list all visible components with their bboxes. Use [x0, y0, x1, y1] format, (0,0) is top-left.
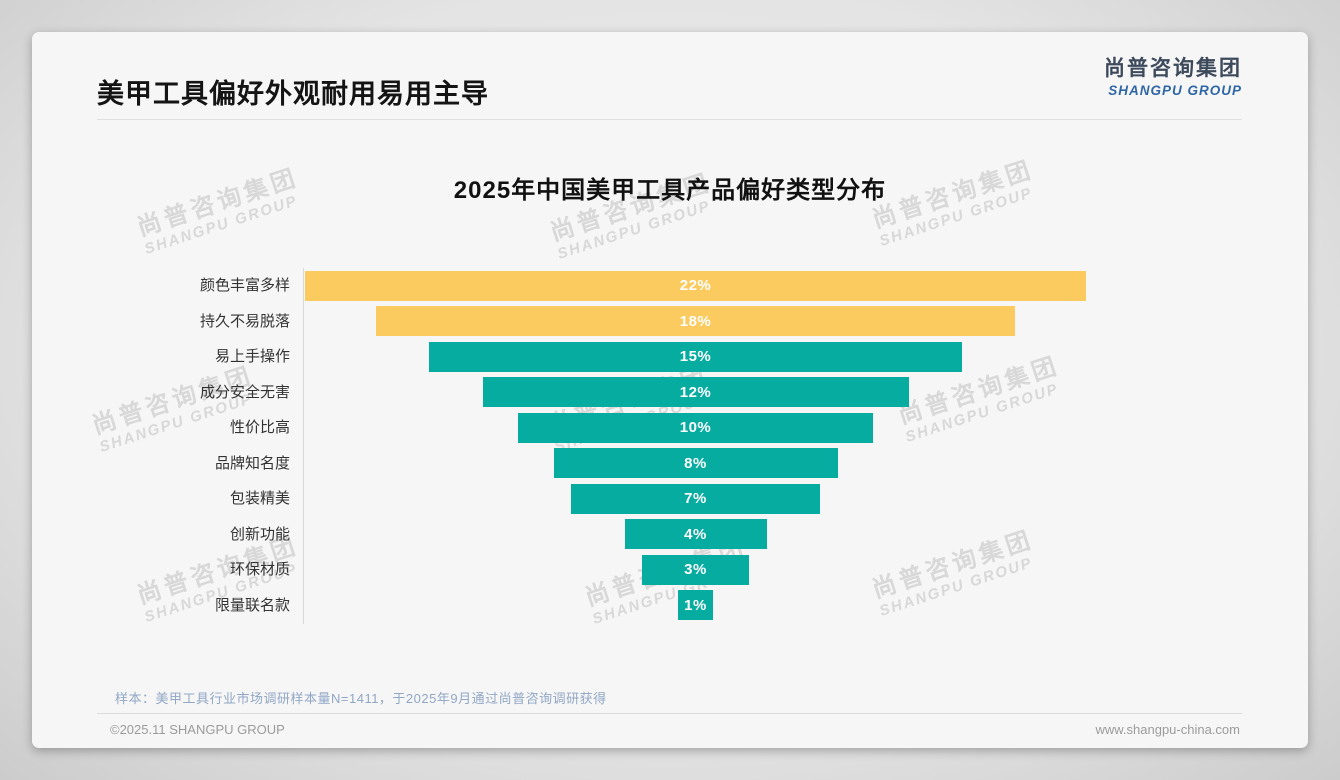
funnel-row: 颜色丰富多样 22%	[32, 268, 1308, 304]
website-url: www.shangpu-china.com	[1095, 722, 1240, 737]
category-label: 性价比高	[229, 419, 290, 436]
bar-value-label: 18%	[679, 312, 712, 330]
chart-title: 2025年中国美甲工具产品偏好类型分布	[453, 177, 887, 204]
funnel-bar: 3%	[642, 554, 749, 585]
funnel-row: 限量联名款 1%	[32, 588, 1308, 624]
funnel-bar: 10%	[518, 412, 873, 443]
bar-value-label: 12%	[679, 383, 712, 401]
bar-value-label: 22%	[679, 277, 712, 294]
slide-card: 尚普咨询集团 SHANGPU GROUP 尚普咨询集团 SHANGPU GROU…	[32, 32, 1308, 748]
bar-value-label: 10%	[679, 419, 712, 436]
page-title: 美甲工具偏好外观耐用易用主导	[97, 79, 489, 109]
copyright-text: ©2025.11 SHANGPU GROUP	[110, 722, 285, 737]
category-label: 环保材质	[229, 561, 290, 578]
header-divider	[97, 119, 1242, 120]
bar-value-label: 1%	[684, 596, 707, 614]
bar-value-label: 8%	[684, 454, 707, 472]
funnel-row: 创新功能 4%	[32, 517, 1308, 553]
category-label: 包装精美	[229, 490, 290, 507]
category-label: 品牌知名度	[214, 454, 290, 472]
bar-value-label: 3%	[684, 561, 707, 578]
funnel-chart: 颜色丰富多样 22% 持久不易脱落 18% 易上手操作 15% 成分安全无害 12% 性价比高 1…	[32, 268, 1308, 623]
category-label: 限量联名款	[214, 596, 290, 614]
logo-english-text: SHANGPU GROUP	[1108, 83, 1242, 98]
funnel-bar: 4%	[624, 519, 767, 549]
category-axis-line	[303, 268, 304, 624]
funnel-row: 持久不易脱落 18%	[32, 304, 1308, 340]
category-label: 成分安全无害	[199, 383, 290, 401]
footer-divider	[97, 713, 1242, 714]
bar-value-label: 4%	[684, 525, 707, 543]
funnel-bar: 1%	[677, 590, 714, 620]
funnel-bar: 7%	[571, 483, 820, 514]
funnel-bar: 22%	[305, 270, 1086, 301]
funnel-bar: 15%	[429, 341, 962, 372]
category-label: 持久不易脱落	[199, 312, 290, 330]
funnel-bar: 18%	[376, 306, 1015, 336]
bar-value-label: 15%	[679, 348, 712, 365]
funnel-row: 环保材质 3%	[32, 552, 1308, 588]
funnel-bar: 12%	[482, 377, 909, 407]
sample-footnote: 样本：美甲工具行业市场调研样本量N=1411，于2025年9月通过尚普咨询调研获…	[115, 691, 607, 706]
funnel-row: 性价比高 10%	[32, 410, 1308, 446]
funnel-bar: 8%	[553, 448, 838, 478]
logo-chinese-text: 尚普咨询集团	[1104, 57, 1242, 80]
funnel-row: 易上手操作 15%	[32, 339, 1308, 375]
category-label: 易上手操作	[214, 348, 290, 365]
company-logo: 尚普咨询集团 SHANGPU GROUP	[1104, 56, 1242, 99]
funnel-row: 成分安全无害 12%	[32, 375, 1308, 411]
funnel-row: 品牌知名度 8%	[32, 446, 1308, 482]
bar-value-label: 7%	[684, 490, 707, 507]
funnel-row: 包装精美 7%	[32, 481, 1308, 517]
category-label: 颜色丰富多样	[199, 277, 290, 294]
category-label: 创新功能	[229, 525, 290, 543]
